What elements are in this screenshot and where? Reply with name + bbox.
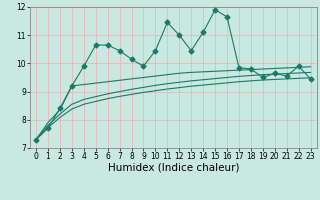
X-axis label: Humidex (Indice chaleur): Humidex (Indice chaleur)	[108, 163, 239, 173]
